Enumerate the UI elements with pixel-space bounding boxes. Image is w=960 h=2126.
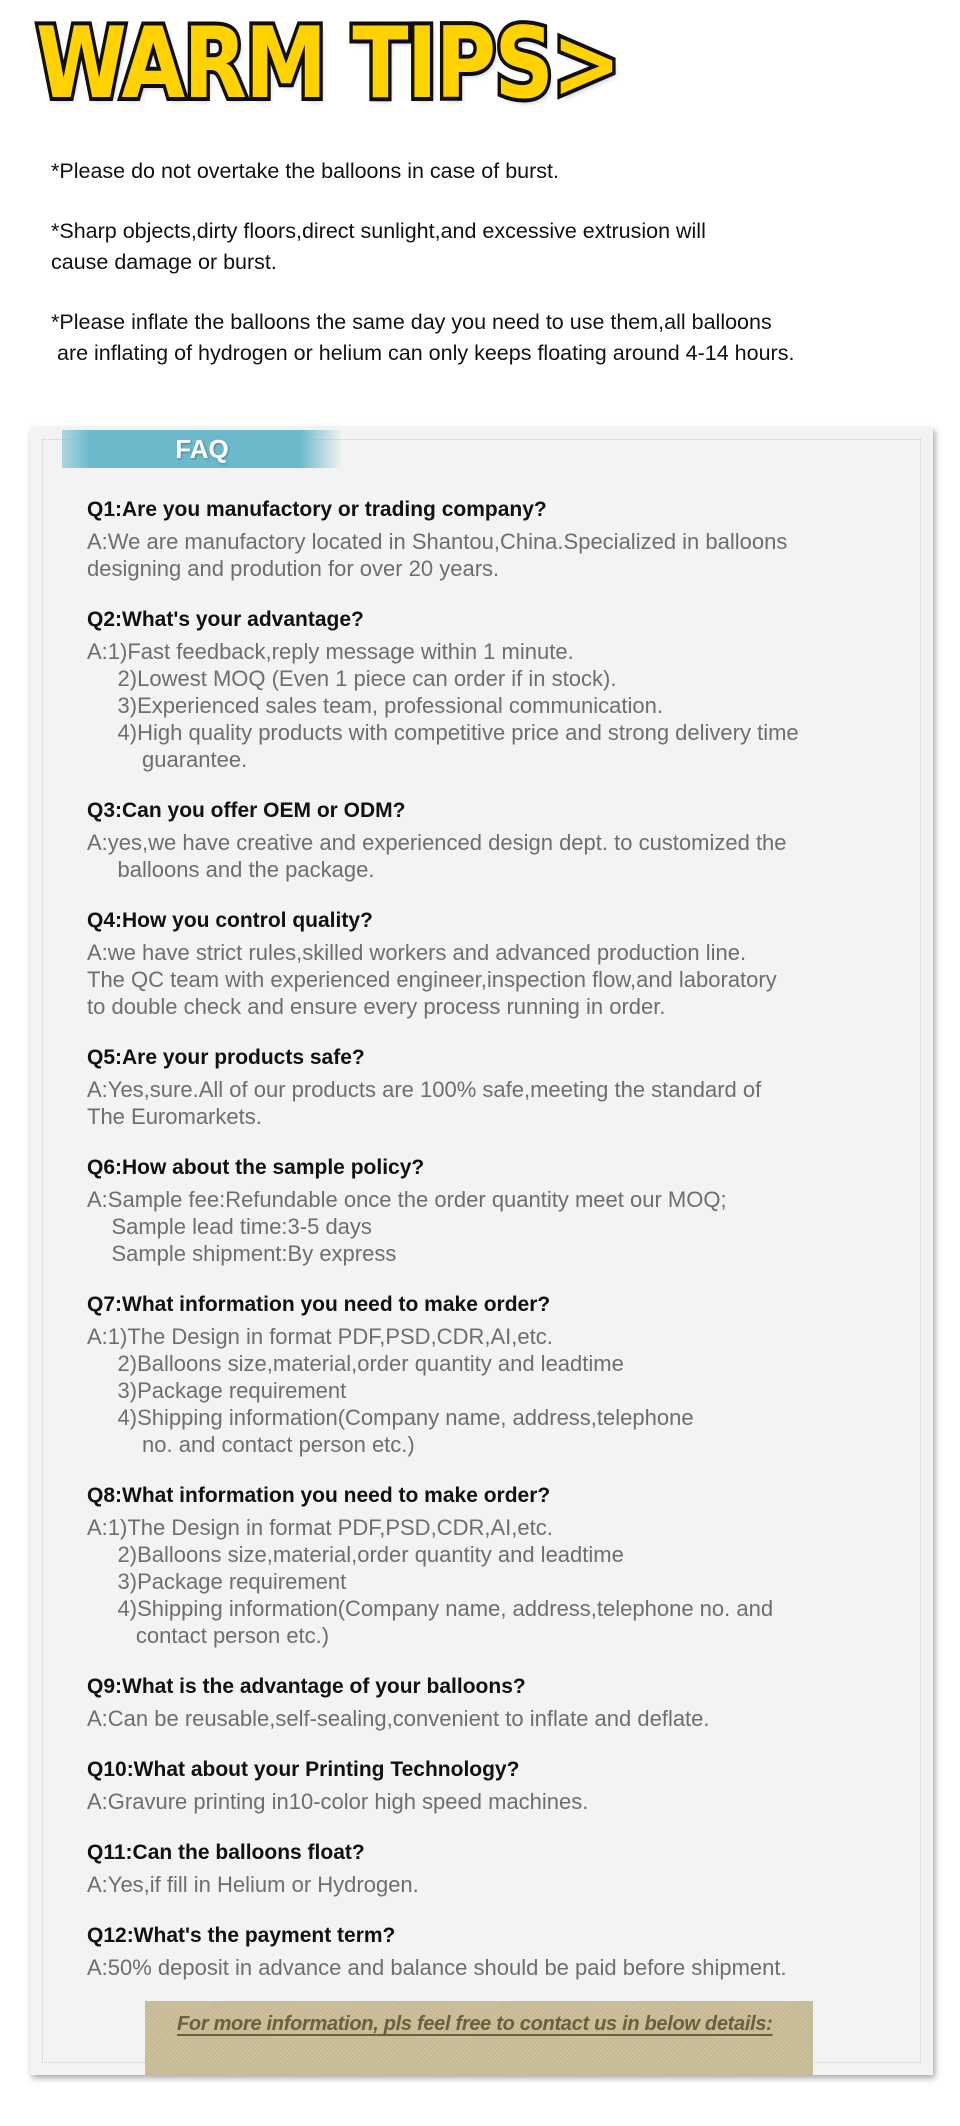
tip-item: *Please do not overtake the balloons in … bbox=[51, 159, 559, 183]
faq-panel: FAQ Q1:Are you manufactory or trading co… bbox=[30, 427, 933, 2075]
faq-answer-line: 2)Balloons size,material,order quantity … bbox=[87, 1351, 624, 1376]
faq-answer-line: Sample shipment:By express bbox=[87, 1241, 397, 1266]
faq-answer-line: designing and prodution for over 20 year… bbox=[87, 556, 500, 581]
faq-answer-line: 4)Shipping information(Company name, add… bbox=[87, 1596, 774, 1621]
faq-question: Q11:Can the balloons float? bbox=[87, 1841, 365, 1864]
faq-answer: A:We are manufactory located in Shantou,… bbox=[87, 528, 927, 582]
faq-question: Q5:Are your products safe? bbox=[87, 1046, 365, 1069]
faq-answer: A:Can be reusable,self-sealing,convenien… bbox=[87, 1705, 927, 1732]
faq-question: Q1:Are you manufactory or trading compan… bbox=[87, 498, 547, 521]
faq-question: Q2:What's your advantage? bbox=[87, 608, 364, 631]
faq-item: Q2:What's your advantage? A:1)Fast feedba… bbox=[87, 605, 927, 773]
faq-answer-line: A:Gravure printing in10-color high speed… bbox=[87, 1789, 589, 1814]
faq-question: Q7:What information you need to make ord… bbox=[87, 1293, 551, 1316]
faq-answer-line: A:Can be reusable,self-sealing,convenien… bbox=[87, 1706, 710, 1731]
faq-answer: A:yes,we have creative and experienced d… bbox=[87, 829, 927, 883]
faq-item: Q3:Can you offer OEM or ODM? A:yes,we hav… bbox=[87, 796, 927, 883]
contact-banner: For more information, pls feel free to c… bbox=[145, 2001, 813, 2075]
faq-question: Q12:What's the payment term? bbox=[87, 1924, 396, 1947]
faq-answer-line: A:Yes,sure.All of our products are 100% … bbox=[87, 1077, 762, 1102]
faq-answer-line: A:1)The Design in format PDF,PSD,CDR,AI,… bbox=[87, 1515, 553, 1540]
faq-answer-line: 4)High quality products with competitive… bbox=[87, 720, 799, 745]
faq-question: Q4:How you control quality? bbox=[87, 909, 373, 932]
faq-item: Q5:Are your products safe? A:Yes,sure.All… bbox=[87, 1043, 927, 1130]
faq-answer-line: The Euromarkets. bbox=[87, 1104, 262, 1129]
faq-item: Q12:What's the payment term? A:50% deposi… bbox=[87, 1921, 927, 1981]
faq-question: Q6:How about the sample policy? bbox=[87, 1156, 425, 1179]
tip-item: *Sharp objects,dirty floors,direct sunli… bbox=[51, 219, 706, 274]
faq-item: Q9:What is the advantage of your balloon… bbox=[87, 1672, 927, 1732]
faq-answer-line: A:50% deposit in advance and balance sho… bbox=[87, 1955, 787, 1980]
faq-answer-line: contact person etc.) bbox=[87, 1623, 330, 1648]
faq-answer-line: A:1)Fast feedback,reply message within 1… bbox=[87, 639, 574, 664]
faq-answer-line: A:Sample fee:Refundable once the order q… bbox=[87, 1187, 727, 1212]
faq-answer: A:we have strict rules,skilled workers a… bbox=[87, 939, 927, 1020]
faq-answer-line: A:yes,we have creative and experienced d… bbox=[87, 830, 787, 855]
faq-tab: FAQ bbox=[62, 430, 342, 468]
faq-answer-line: 3)Experienced sales team, professional c… bbox=[87, 693, 663, 718]
faq-answer: A:Gravure printing in10-color high speed… bbox=[87, 1788, 927, 1815]
faq-answer: A:Yes,if fill in Helium or Hydrogen. bbox=[87, 1871, 927, 1898]
warm-tips-title: WARM TIPS> bbox=[33, 7, 625, 121]
faq-answer-line: 2)Lowest MOQ (Even 1 piece can order if … bbox=[87, 666, 617, 691]
faq-answer-line: 3)Package requirement bbox=[87, 1569, 347, 1594]
faq-answer-line: A:1)The Design in format PDF,PSD,CDR,AI,… bbox=[87, 1324, 553, 1349]
faq-answer: A:Sample fee:Refundable once the order q… bbox=[87, 1186, 927, 1267]
tips-list: *Please do not overtake the balloons in … bbox=[51, 156, 931, 398]
faq-answer-line: guarantee. bbox=[87, 747, 248, 772]
faq-list: Q1:Are you manufactory or trading compan… bbox=[87, 495, 927, 2004]
faq-item: Q11:Can the balloons float? A:Yes,if fill… bbox=[87, 1838, 927, 1898]
faq-answer-line: to double check and ensure every process… bbox=[87, 994, 666, 1019]
faq-answer-line: 2)Balloons size,material,order quantity … bbox=[87, 1542, 624, 1567]
faq-answer-line: A:We are manufactory located in Shantou,… bbox=[87, 529, 788, 554]
faq-answer-line: balloons and the package. bbox=[87, 857, 375, 882]
faq-answer: A:1)Fast feedback,reply message within 1… bbox=[87, 638, 927, 773]
faq-answer: A:1)The Design in format PDF,PSD,CDR,AI,… bbox=[87, 1323, 927, 1458]
faq-item: Q7:What information you need to make ord… bbox=[87, 1290, 927, 1458]
faq-answer-line: no. and contact person etc.) bbox=[87, 1432, 415, 1457]
faq-item: Q1:Are you manufactory or trading compan… bbox=[87, 495, 927, 582]
faq-item: Q10:What about your Printing Technology?… bbox=[87, 1755, 927, 1815]
faq-answer-line: Sample lead time:3-5 days bbox=[87, 1214, 372, 1239]
faq-question: Q9:What is the advantage of your balloon… bbox=[87, 1675, 526, 1698]
faq-question: Q3:Can you offer OEM or ODM? bbox=[87, 799, 406, 822]
faq-answer: A:Yes,sure.All of our products are 100% … bbox=[87, 1076, 927, 1130]
faq-answer-line: 4)Shipping information(Company name, add… bbox=[87, 1405, 694, 1430]
contact-banner-text: For more information, pls feel free to c… bbox=[177, 2013, 773, 2035]
faq-answer-line: A:we have strict rules,skilled workers a… bbox=[87, 940, 747, 965]
faq-answer-line: A:Yes,if fill in Helium or Hydrogen. bbox=[87, 1872, 419, 1897]
faq-answer-line: The QC team with experienced engineer,in… bbox=[87, 967, 777, 992]
faq-answer-line: 3)Package requirement bbox=[87, 1378, 347, 1403]
tip-item: *Please inflate the balloons the same da… bbox=[51, 310, 795, 365]
faq-question: Q8:What information you need to make ord… bbox=[87, 1484, 551, 1507]
faq-item: Q6:How about the sample policy? A:Sample … bbox=[87, 1153, 927, 1267]
faq-question: Q10:What about your Printing Technology? bbox=[87, 1758, 520, 1781]
faq-item: Q4:How you control quality? A:we have str… bbox=[87, 906, 927, 1020]
faq-item: Q8:What information you need to make ord… bbox=[87, 1481, 927, 1649]
faq-answer: A:50% deposit in advance and balance sho… bbox=[87, 1954, 927, 1981]
faq-answer: A:1)The Design in format PDF,PSD,CDR,AI,… bbox=[87, 1514, 927, 1649]
